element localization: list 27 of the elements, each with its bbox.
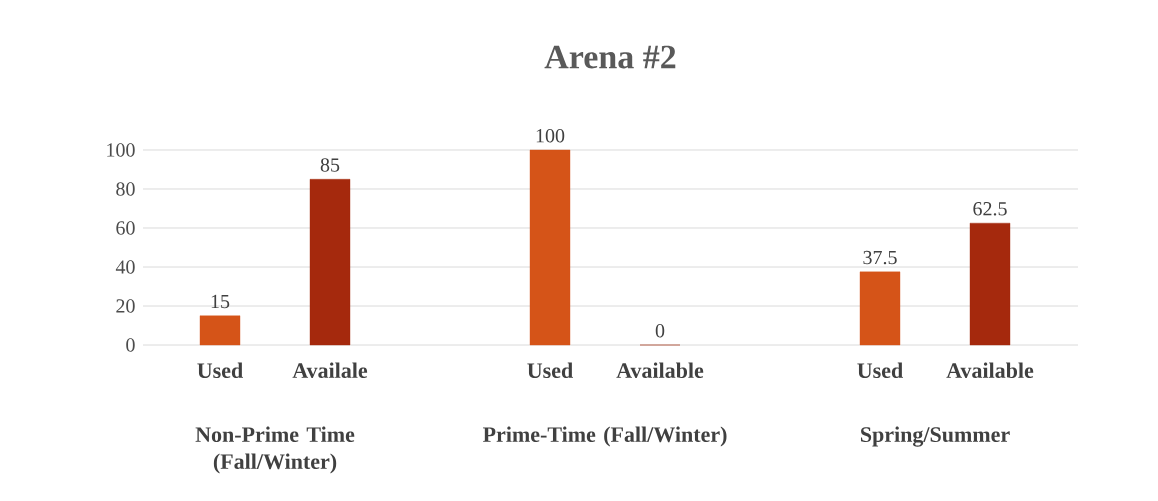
- x-tick-label: Used: [527, 362, 573, 379]
- bar: [859, 271, 901, 346]
- x-tick-label: Used: [197, 362, 243, 379]
- data-label: 0: [655, 323, 665, 338]
- y-tick-label: 40: [115, 260, 135, 274]
- data-label: 15: [211, 294, 230, 309]
- text: Non-Prime Time (Fall/Winter): [195, 426, 355, 474]
- y-tick-label: 20: [116, 299, 135, 313]
- bar: [309, 179, 351, 346]
- x-tick-label: Availale: [292, 362, 368, 379]
- y-tick-label: 0: [126, 338, 135, 352]
- y-tick-label: 80: [116, 182, 135, 196]
- data-label: 100: [536, 128, 565, 143]
- data-label: 37.5: [863, 250, 897, 265]
- x-tick-label: Used: [857, 362, 903, 379]
- data-label: 62.5: [973, 202, 1007, 216]
- text: Prime-Time (Fall/Winter): [482, 426, 727, 447]
- data-label: 85: [320, 158, 340, 172]
- y-tick-label: 60: [116, 221, 135, 235]
- bar: [199, 315, 241, 346]
- x-tick-label: Available: [946, 362, 1034, 379]
- text: Spring/Summer: [861, 426, 1010, 447]
- bar: [529, 149, 571, 346]
- y-tick-label: 100: [107, 143, 135, 157]
- bar: [969, 222, 1011, 346]
- x-tick-label: Available: [616, 362, 704, 379]
- chart-title: Arena #2: [544, 45, 676, 69]
